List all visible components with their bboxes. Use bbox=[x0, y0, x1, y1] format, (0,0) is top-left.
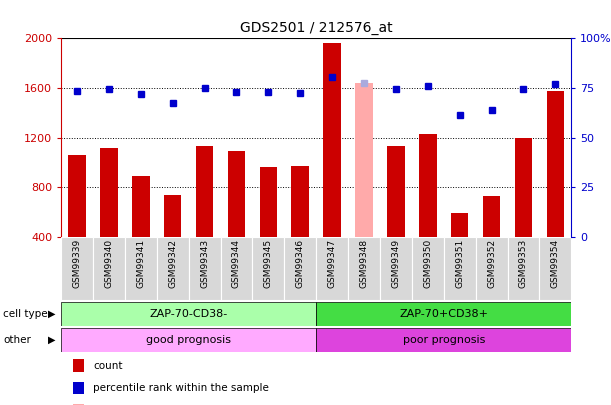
Bar bbox=[323, 43, 341, 237]
Bar bbox=[412, 237, 444, 300]
Bar bbox=[419, 134, 437, 237]
Text: GSM99339: GSM99339 bbox=[73, 239, 81, 288]
Text: GSM99342: GSM99342 bbox=[168, 239, 177, 288]
Text: poor prognosis: poor prognosis bbox=[403, 335, 485, 345]
Text: GSM99345: GSM99345 bbox=[264, 239, 273, 288]
Text: GSM99346: GSM99346 bbox=[296, 239, 305, 288]
Title: GDS2501 / 212576_at: GDS2501 / 212576_at bbox=[240, 21, 392, 35]
Bar bbox=[157, 237, 189, 300]
Text: GSM99349: GSM99349 bbox=[392, 239, 400, 288]
Text: cell type: cell type bbox=[3, 309, 48, 319]
Text: GSM99350: GSM99350 bbox=[423, 239, 433, 288]
Bar bbox=[189, 237, 221, 300]
Text: GSM99351: GSM99351 bbox=[455, 239, 464, 288]
Bar bbox=[61, 302, 316, 326]
Bar bbox=[284, 237, 316, 300]
Bar bbox=[514, 138, 532, 237]
Bar bbox=[68, 155, 86, 237]
Bar bbox=[444, 237, 475, 300]
Text: GSM99343: GSM99343 bbox=[200, 239, 209, 288]
Text: GSM99344: GSM99344 bbox=[232, 239, 241, 288]
Bar bbox=[132, 176, 150, 237]
Text: GSM99348: GSM99348 bbox=[359, 239, 368, 288]
Bar bbox=[125, 237, 157, 300]
Text: ▶: ▶ bbox=[48, 309, 56, 319]
Bar bbox=[228, 151, 245, 237]
Bar bbox=[196, 146, 213, 237]
Bar bbox=[387, 146, 404, 237]
Bar bbox=[93, 237, 125, 300]
Bar bbox=[291, 166, 309, 237]
Bar bbox=[380, 237, 412, 300]
Bar bbox=[540, 237, 571, 300]
Bar bbox=[221, 237, 252, 300]
Text: other: other bbox=[3, 335, 31, 345]
Bar bbox=[451, 213, 469, 237]
Text: GSM99354: GSM99354 bbox=[551, 239, 560, 288]
Bar bbox=[483, 196, 500, 237]
Text: good prognosis: good prognosis bbox=[146, 335, 231, 345]
Text: ZAP-70-CD38-: ZAP-70-CD38- bbox=[150, 309, 228, 319]
Text: count: count bbox=[93, 360, 123, 371]
Bar bbox=[260, 168, 277, 237]
Bar bbox=[316, 302, 571, 326]
Text: ZAP-70+CD38+: ZAP-70+CD38+ bbox=[399, 309, 488, 319]
Text: GSM99340: GSM99340 bbox=[104, 239, 114, 288]
Text: GSM99353: GSM99353 bbox=[519, 239, 528, 288]
Bar bbox=[252, 237, 284, 300]
Text: GSM99352: GSM99352 bbox=[487, 239, 496, 288]
Bar bbox=[100, 148, 118, 237]
Bar bbox=[316, 328, 571, 352]
Bar bbox=[355, 83, 373, 237]
Bar bbox=[475, 237, 508, 300]
Bar bbox=[348, 237, 380, 300]
Text: ▶: ▶ bbox=[48, 335, 56, 345]
Bar bbox=[508, 237, 540, 300]
Text: GSM99347: GSM99347 bbox=[327, 239, 337, 288]
Text: percentile rank within the sample: percentile rank within the sample bbox=[93, 383, 269, 393]
Bar bbox=[61, 328, 316, 352]
Bar bbox=[547, 91, 564, 237]
Bar bbox=[61, 237, 93, 300]
Bar bbox=[164, 195, 181, 237]
Text: GSM99341: GSM99341 bbox=[136, 239, 145, 288]
Bar bbox=[316, 237, 348, 300]
